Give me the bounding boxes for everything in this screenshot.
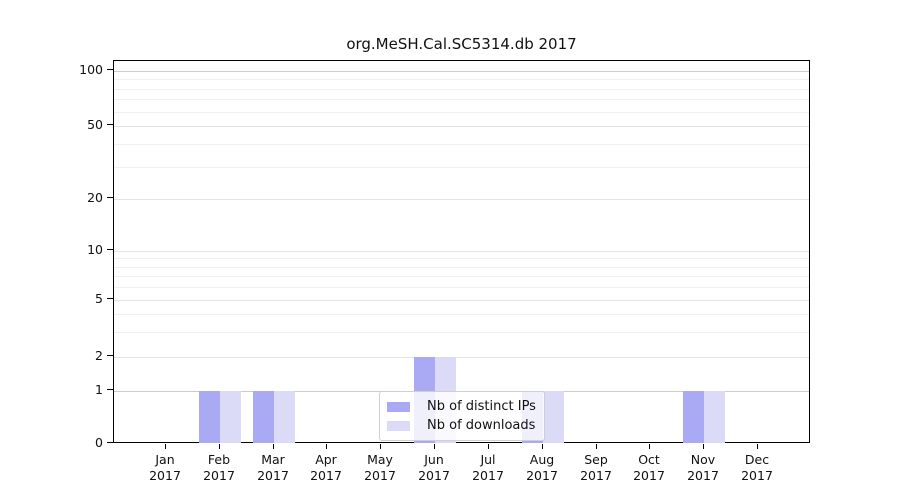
x-tick-label: Nov 2017	[687, 452, 719, 483]
x-tick-label: Apr 2017	[310, 452, 342, 483]
bar-nb-of-downloads-mar-2017	[274, 391, 295, 443]
y-tick-label: 0	[95, 435, 103, 450]
x-tick-mark	[488, 444, 490, 449]
legend-item-distinct-ips: Nb of distinct IPs	[387, 399, 536, 414]
x-tick-label: Aug 2017	[526, 452, 558, 483]
gridline	[114, 258, 809, 259]
y-tick-label: 1	[95, 382, 103, 397]
x-tick-mark	[326, 444, 328, 449]
gridline	[114, 144, 809, 145]
gridline	[114, 332, 809, 333]
plot-area: Nb of distinct IPs Nb of downloads	[113, 60, 810, 443]
x-tick-mark	[219, 444, 221, 449]
y-tick-mark	[107, 124, 113, 126]
grid-layer	[114, 61, 809, 442]
x-tick-mark	[703, 444, 705, 449]
x-tick-label: Feb 2017	[203, 452, 235, 483]
legend-swatch-distinct-ips-icon	[387, 401, 410, 412]
gridline	[114, 314, 809, 315]
gridline	[114, 357, 809, 358]
bar-nb-of-downloads-nov-2017	[704, 391, 725, 443]
gridline	[114, 251, 809, 252]
x-tick-mark	[165, 444, 167, 449]
y-tick-mark	[107, 69, 113, 71]
x-tick-mark	[649, 444, 651, 449]
y-tick-mark	[107, 249, 113, 251]
x-tick-mark	[434, 444, 436, 449]
x-tick-label: Jan 2017	[149, 452, 181, 483]
bar-nb-of-distinct-ips-mar-2017	[253, 391, 274, 443]
x-tick-label: Sep 2017	[580, 452, 612, 483]
bar-nb-of-distinct-ips-feb-2017	[199, 391, 220, 443]
gridline	[114, 167, 809, 168]
x-tick-label: Jun 2017	[418, 452, 450, 483]
y-tick-label: 2	[95, 348, 103, 363]
x-tick-label: Oct 2017	[633, 452, 665, 483]
legend-label-distinct-ips: Nb of distinct IPs	[427, 399, 536, 414]
gridline	[114, 112, 809, 113]
gridline	[114, 267, 809, 268]
y-tick-label: 5	[95, 291, 103, 306]
legend-item-downloads: Nb of downloads	[387, 418, 536, 433]
x-tick-label: Jul 2017	[472, 452, 504, 483]
y-tick-mark	[107, 389, 113, 391]
gridline	[114, 71, 809, 72]
legend-label-downloads: Nb of downloads	[427, 418, 536, 433]
y-tick-mark	[107, 197, 113, 199]
y-tick-label: 10	[87, 242, 103, 257]
bar-nb-of-downloads-aug-2017	[543, 391, 564, 443]
y-tick-mark	[107, 298, 113, 300]
gridline	[114, 89, 809, 90]
legend: Nb of distinct IPs Nb of downloads	[379, 391, 545, 441]
x-tick-label: Dec 2017	[741, 452, 773, 483]
gridline	[114, 276, 809, 277]
y-tick-mark	[107, 355, 113, 357]
gridline	[114, 79, 809, 80]
x-tick-mark	[542, 444, 544, 449]
x-tick-mark	[596, 444, 598, 449]
bar-nb-of-distinct-ips-nov-2017	[683, 391, 704, 443]
gridline	[114, 300, 809, 301]
x-tick-label: May 2017	[364, 452, 396, 483]
gridline	[114, 199, 809, 200]
gridline	[114, 287, 809, 288]
x-tick-mark	[757, 444, 759, 449]
y-tick-label: 20	[87, 190, 103, 205]
chart-title: org.MeSH.Cal.SC5314.db 2017	[346, 35, 577, 53]
y-tick-label: 50	[87, 117, 103, 132]
gridline	[114, 99, 809, 100]
gridline	[114, 126, 809, 127]
x-tick-mark	[273, 444, 275, 449]
x-tick-label: Mar 2017	[257, 452, 289, 483]
bar-layer	[114, 61, 809, 443]
y-tick-label: 100	[79, 62, 103, 77]
legend-swatch-downloads-icon	[387, 420, 410, 431]
x-tick-mark	[380, 444, 382, 449]
bar-nb-of-downloads-feb-2017	[220, 391, 241, 443]
y-tick-mark	[107, 442, 113, 444]
